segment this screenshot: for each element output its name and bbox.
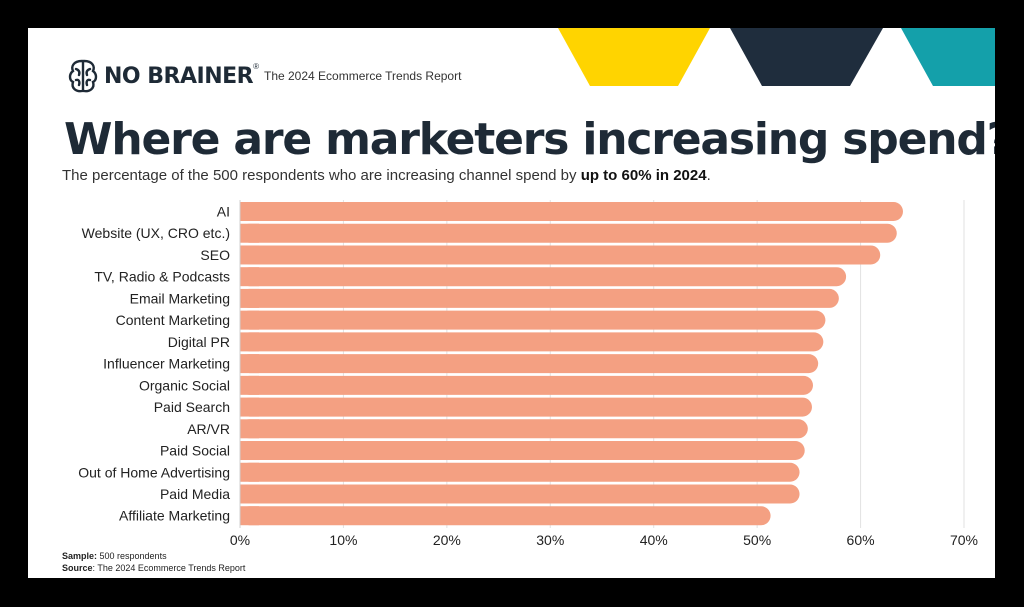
bar <box>240 288 839 308</box>
yellow-banner-shape <box>558 28 710 86</box>
subtitle-text: The percentage of the 500 respondents wh… <box>62 167 581 184</box>
bar-left-cap <box>240 375 259 395</box>
x-tick-label: 70% <box>950 532 978 548</box>
bar-left-cap <box>240 332 259 352</box>
category-label: Paid Social <box>160 443 230 459</box>
bar <box>240 310 826 330</box>
brand-name: NO BRAINER <box>104 63 254 89</box>
bar <box>240 245 881 265</box>
sample-note: Sample: 500 respondents <box>62 551 167 561</box>
subtitle-end: . <box>706 167 711 184</box>
category-label: Email Marketing <box>130 290 230 306</box>
registered-mark: ® <box>253 62 259 71</box>
bar-left-cap <box>240 462 259 482</box>
sample-label: Sample: <box>62 551 98 561</box>
category-label: Website (UX, CRO etc.) <box>82 225 230 241</box>
x-tick-label: 10% <box>329 532 357 548</box>
brand-logo: NO BRAINER ® <box>68 58 259 94</box>
category-label: Paid Search <box>154 399 230 415</box>
bar-left-cap <box>240 223 259 243</box>
sample-value: 500 respondents <box>97 551 167 561</box>
brain-logo-icon <box>68 59 98 93</box>
category-label: AI <box>217 204 230 220</box>
category-label: SEO <box>200 247 230 263</box>
bar <box>240 506 771 526</box>
infographic-card: NO BRAINER ® The 2024 Ecommerce Trends R… <box>28 28 995 578</box>
bar <box>240 419 808 439</box>
bar <box>240 397 812 417</box>
decorative-banner-shapes <box>558 28 995 86</box>
source-value: : The 2024 Ecommerce Trends Report <box>92 563 246 573</box>
subtitle-highlight: up to 60% in 2024 <box>580 167 707 184</box>
bar <box>240 202 903 221</box>
category-label: Paid Media <box>160 486 230 502</box>
x-tick-label: 40% <box>640 532 668 548</box>
category-label: Affiliate Marketing <box>119 508 230 524</box>
bar-left-cap <box>240 354 259 374</box>
bar-left-cap <box>240 267 259 287</box>
category-label: AR/VR <box>187 421 230 437</box>
bar-left-cap <box>240 202 259 221</box>
x-tick-label: 0% <box>230 532 250 548</box>
bar-left-cap <box>240 288 259 308</box>
bar <box>240 332 824 352</box>
teal-banner-shape <box>901 28 995 86</box>
bar <box>240 484 800 504</box>
source-note: Source: The 2024 Ecommerce Trends Report <box>62 563 245 573</box>
bar-left-cap <box>240 245 259 265</box>
bar <box>240 267 847 287</box>
report-name: The 2024 Ecommerce Trends Report <box>264 69 462 83</box>
x-tick-label: 60% <box>847 532 875 548</box>
bar <box>240 441 805 461</box>
category-label: Influencer Marketing <box>103 356 230 372</box>
bar-left-cap <box>240 506 259 526</box>
x-tick-label: 50% <box>743 532 771 548</box>
bar-chart: 0% 10% 20% 30% 40% 50% 60% 70% AI Website (UX, CR… <box>78 200 978 548</box>
bar-left-cap <box>240 441 259 461</box>
category-label: Out of Home Advertising <box>78 464 230 480</box>
source-label: Source <box>62 563 93 573</box>
x-tick-label: 20% <box>433 532 461 548</box>
category-label: TV, Radio & Podcasts <box>94 269 230 285</box>
category-label: Digital PR <box>168 334 230 350</box>
bar <box>240 375 813 395</box>
category-label: Organic Social <box>139 377 230 393</box>
bar-left-cap <box>240 397 259 417</box>
bar-left-cap <box>240 484 259 504</box>
navy-banner-shape <box>730 28 883 86</box>
category-label: Content Marketing <box>116 312 230 328</box>
bar-left-cap <box>240 419 259 439</box>
x-tick-label: 30% <box>536 532 564 548</box>
page-title: Where are marketers increasing spend? <box>64 114 995 165</box>
page-subtitle: The percentage of the 500 respondents wh… <box>62 167 711 184</box>
bar <box>240 462 800 482</box>
bar-left-cap <box>240 310 259 330</box>
bar <box>240 354 819 374</box>
bar <box>240 223 897 243</box>
